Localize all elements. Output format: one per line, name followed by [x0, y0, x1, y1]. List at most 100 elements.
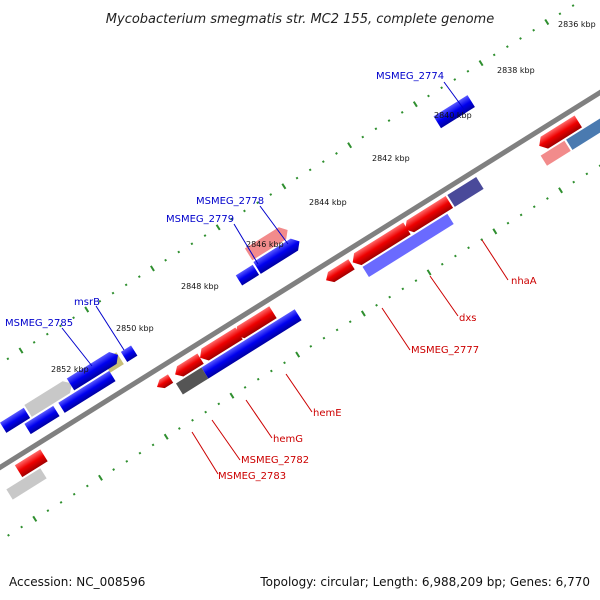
inner-ring-tick	[519, 213, 523, 217]
label-msmeg-2777[interactable]: MSMEG_2777	[411, 345, 479, 356]
tick-label-2844: 2844 kbp	[309, 198, 347, 207]
tick-label-2840: 2840 kbp	[434, 111, 472, 120]
gene-reverse-left-2[interactable]	[6, 468, 47, 500]
tick-labels: 2836 kbp 2838 kbp 2840 kbp 2842 kbp 2844…	[51, 20, 596, 374]
outer-ring-tick	[137, 275, 141, 279]
outer-ring-tick	[571, 4, 575, 7]
outer-ring-tick	[84, 306, 90, 313]
outer-ring-tick	[440, 86, 444, 90]
gene-msrb-b[interactable]	[120, 345, 138, 363]
outer-ring-tick	[453, 78, 457, 81]
gene-reverse-far-3[interactable]	[540, 140, 571, 166]
label-msmeg-2774[interactable]: MSMEG_2774	[376, 71, 444, 82]
inner-ring-tick	[138, 451, 142, 455]
inner-ring-tick	[72, 492, 76, 496]
inner-ring-tick	[388, 295, 392, 299]
inner-ring-tick	[85, 484, 89, 488]
outer-ring-tick	[478, 60, 484, 67]
outer-ring-tick	[98, 299, 102, 303]
gene-reverse-far-2[interactable]	[566, 118, 600, 150]
leader-msrb	[95, 305, 125, 351]
inner-ring-tick	[426, 269, 432, 276]
inner-ring-tick	[177, 427, 181, 430]
inner-ring-tick	[572, 180, 576, 184]
outer-ring-tick	[308, 168, 312, 172]
gene-hemE[interactable]	[196, 327, 243, 363]
outer-ring-tick	[45, 332, 49, 336]
gene-msmeg-2782[interactable]	[201, 309, 302, 379]
inner-ring-tick	[32, 515, 38, 522]
leader-nhaa	[481, 239, 509, 281]
inner-ring-tick	[151, 443, 155, 447]
gene-msmeg-2785-blue[interactable]	[66, 349, 122, 391]
outer-ring-tick	[295, 176, 299, 180]
outer-ring-tick	[18, 347, 24, 354]
outer-ring-tick	[229, 217, 233, 221]
gene-forward-3[interactable]	[58, 370, 116, 413]
label-msmeg-2785[interactable]: MSMEG_2785	[5, 318, 73, 329]
inner-ring-tick	[309, 344, 313, 348]
inner-ring-tick	[375, 303, 378, 307]
label-dxs[interactable]: dxs	[459, 313, 476, 324]
gene-msmeg-2778[interactable]	[253, 235, 303, 274]
gene-msmeg-2778-arrow[interactable]	[244, 224, 291, 261]
inner-ring-tick	[295, 351, 301, 358]
gene-msmeg-2785[interactable]	[24, 377, 76, 417]
inner-ring-tick	[454, 254, 457, 258]
label-nhaa[interactable]: nhaA	[511, 276, 537, 287]
gene-dxs[interactable]	[349, 222, 411, 269]
genome-summary-text: Topology: circular; Length: 6,988,209 bp…	[259, 575, 590, 589]
outer-ring-tick	[32, 340, 36, 344]
gene-reverse-small[interactable]	[154, 374, 174, 391]
leader-msmeg-2778	[259, 205, 289, 245]
leader-msmeg-2783	[191, 431, 219, 475]
inner-ring-tick	[46, 509, 50, 513]
gene-msmeg-2777[interactable]	[323, 259, 355, 285]
tick-label-2846: 2846 kbp	[246, 240, 284, 249]
gene-forward-2[interactable]	[24, 405, 60, 435]
outer-ring-tick	[269, 193, 273, 196]
inner-ring-tick	[125, 459, 129, 463]
label-msmeg-2782[interactable]: MSMEG_2782	[241, 455, 309, 466]
label-msmeg-2779[interactable]: MSMEG_2779	[166, 214, 234, 225]
inner-ring-tick	[546, 197, 549, 200]
accession-text: Accession: NC_008596	[9, 575, 145, 589]
label-hemG[interactable]: hemG	[273, 434, 303, 445]
forward-label-texts: MSMEG_2774 MSMEG_2778 MSMEG_2779 msrB MS…	[5, 71, 444, 329]
inner-ring-tick	[98, 474, 103, 481]
outer-ring-tick	[466, 69, 470, 73]
outer-tick-ring	[6, 4, 575, 361]
reverse-labels	[191, 239, 509, 475]
gene-nhaa[interactable]	[402, 196, 454, 235]
genome-backbone	[0, 55, 600, 505]
label-hemE[interactable]: hemE	[313, 408, 342, 419]
gene-reverse-left-1[interactable]	[14, 449, 48, 478]
gene-hemG[interactable]	[172, 353, 204, 380]
outer-ring-tick	[177, 250, 181, 254]
inner-ring-tick	[348, 320, 352, 324]
leader-dxs	[429, 275, 459, 317]
gene-msmeg-2783[interactable]	[175, 367, 209, 395]
outer-ring-tick	[281, 183, 287, 190]
gene-forward-1[interactable]	[0, 407, 31, 433]
inner-ring-tick	[7, 533, 10, 537]
gene-hemE-b[interactable]	[232, 306, 277, 341]
tick-label-2836: 2836 kbp	[558, 20, 596, 29]
label-msmeg-2778[interactable]: MSMEG_2778	[196, 196, 264, 207]
gene-msmeg-2779[interactable]	[235, 264, 260, 286]
outer-ring-tick	[111, 291, 115, 295]
outer-ring-tick	[164, 258, 167, 262]
label-msrb[interactable]: msrB	[74, 297, 100, 308]
gene-nhaa-b[interactable]	[447, 176, 484, 207]
outer-ring-tick	[190, 242, 194, 246]
label-msmeg-2783[interactable]: MSMEG_2783	[218, 471, 286, 482]
outer-ring-tick	[203, 234, 207, 237]
gene-msmeg-2774[interactable]	[433, 95, 475, 129]
inner-ring-tick	[269, 369, 273, 373]
inner-ring-tick	[467, 246, 470, 250]
leader-hemG	[245, 399, 273, 439]
gene-dxs-b[interactable]	[362, 213, 454, 278]
outer-ring-tick	[321, 160, 325, 164]
gene-reverse-far-1[interactable]	[536, 115, 582, 152]
outer-ring-tick	[347, 142, 353, 149]
